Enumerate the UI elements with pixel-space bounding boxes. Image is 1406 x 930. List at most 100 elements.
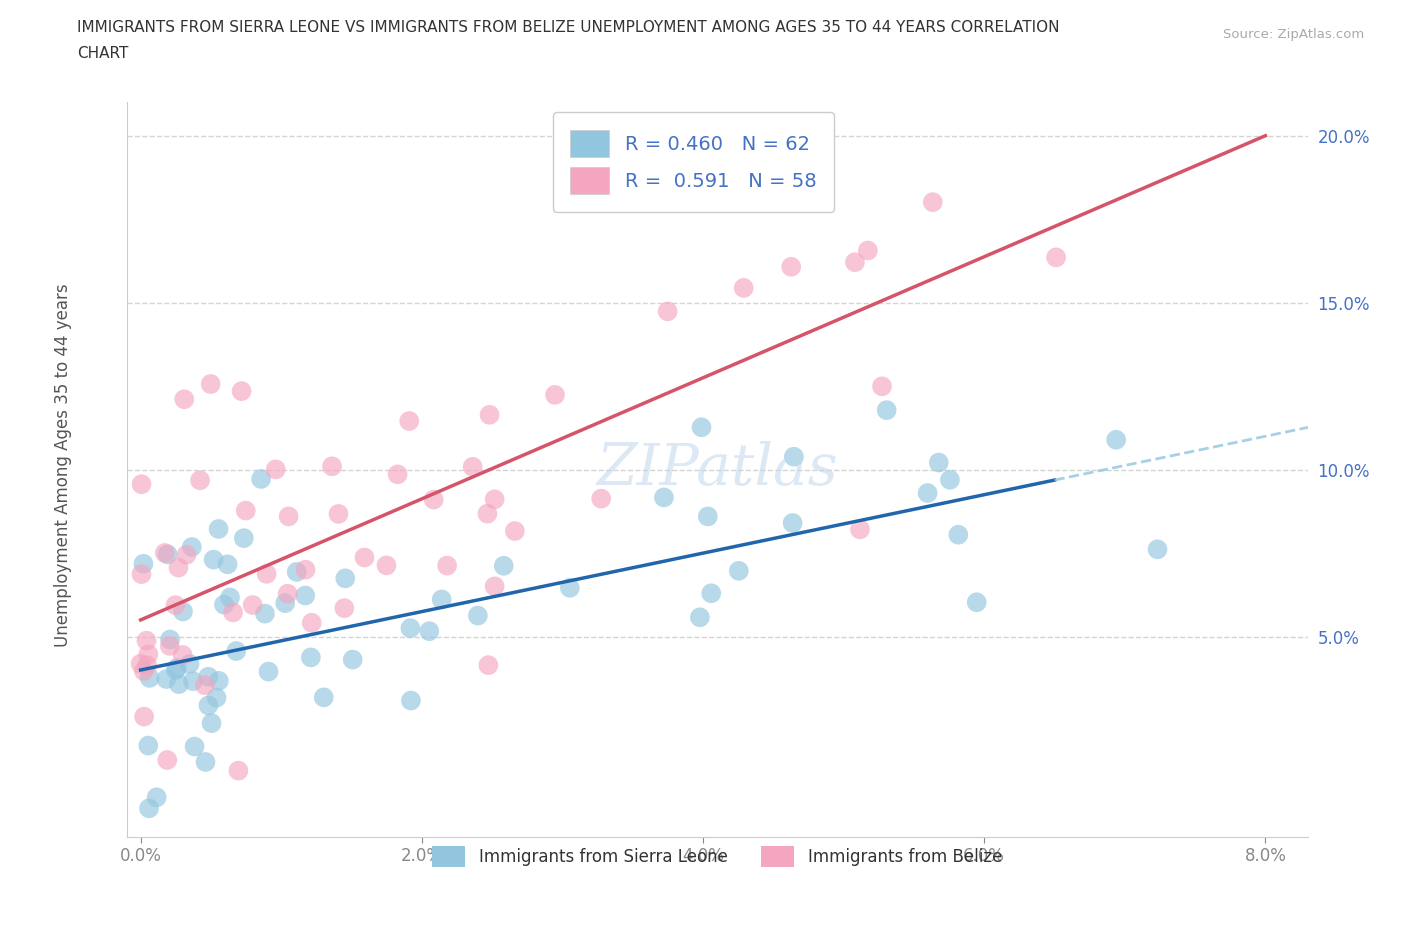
Point	[652, 490, 675, 505]
Point	[202, 552, 225, 567]
Point	[197, 670, 219, 684]
Point	[399, 693, 422, 708]
Point	[312, 690, 335, 705]
Point	[235, 503, 257, 518]
Point	[689, 610, 711, 625]
Point	[844, 255, 866, 270]
Point	[591, 491, 613, 506]
Point	[138, 801, 160, 816]
Point	[205, 690, 228, 705]
Point	[232, 531, 254, 546]
Point	[179, 657, 201, 671]
Text: IMMIGRANTS FROM SIERRA LEONE VS IMMIGRANTS FROM BELIZE UNEMPLOYMENT AMONG AGES 3: IMMIGRANTS FROM SIERRA LEONE VS IMMIGRAN…	[77, 20, 1060, 35]
Point	[129, 657, 152, 671]
Point	[856, 243, 879, 258]
Point	[277, 586, 299, 601]
Text: Source: ZipAtlas.com: Source: ZipAtlas.com	[1223, 28, 1364, 41]
Point	[231, 384, 253, 399]
Point	[418, 624, 440, 639]
Text: ZIPatlas: ZIPatlas	[596, 442, 838, 498]
Point	[690, 419, 713, 434]
Point	[138, 647, 160, 662]
Point	[200, 377, 222, 392]
Point	[165, 662, 187, 677]
Point	[917, 485, 939, 500]
Point	[132, 663, 155, 678]
Point	[948, 527, 970, 542]
Point	[876, 403, 898, 418]
Point	[131, 477, 153, 492]
Point	[484, 492, 506, 507]
Point	[145, 790, 167, 804]
Point	[253, 606, 276, 621]
Point	[782, 515, 804, 530]
Point	[132, 556, 155, 571]
Point	[477, 506, 499, 521]
Point	[422, 492, 444, 507]
Point	[242, 598, 264, 613]
Point	[436, 558, 458, 573]
Point	[173, 392, 195, 406]
Point	[212, 597, 235, 612]
Point	[194, 678, 217, 693]
Point	[849, 522, 872, 537]
Point	[966, 595, 988, 610]
Point	[1045, 250, 1067, 265]
Point	[153, 546, 176, 561]
Point	[131, 566, 153, 581]
Point	[228, 764, 250, 778]
Point	[467, 608, 489, 623]
Point	[159, 639, 181, 654]
Point	[167, 560, 190, 575]
Point	[135, 633, 157, 648]
Point	[921, 194, 943, 209]
Point	[132, 710, 155, 724]
Point	[727, 564, 749, 578]
Point	[274, 596, 297, 611]
Point	[167, 677, 190, 692]
Point	[165, 598, 187, 613]
Point	[294, 588, 316, 603]
Point	[342, 652, 364, 667]
Point	[136, 738, 159, 753]
Point	[928, 455, 950, 470]
Point	[188, 472, 211, 487]
Point	[939, 472, 962, 487]
Point	[138, 671, 160, 685]
Point	[176, 548, 198, 563]
Point	[217, 557, 239, 572]
Point	[1105, 432, 1128, 447]
Point	[399, 620, 422, 635]
Point	[430, 592, 453, 607]
Point	[264, 462, 287, 477]
Point	[328, 507, 350, 522]
Point	[207, 522, 229, 537]
Point	[492, 558, 515, 573]
Point	[558, 580, 581, 595]
Point	[172, 604, 194, 619]
Point	[503, 524, 526, 538]
Point	[257, 664, 280, 679]
Point	[250, 472, 273, 486]
Point	[780, 259, 803, 274]
Point	[870, 379, 893, 393]
Point	[156, 752, 179, 767]
Point	[398, 414, 420, 429]
Point	[733, 281, 755, 296]
Point	[299, 650, 322, 665]
Point	[335, 571, 357, 586]
Text: Unemployment Among Ages 35 to 44 years: Unemployment Among Ages 35 to 44 years	[55, 284, 72, 646]
Point	[166, 660, 188, 675]
Point	[696, 509, 718, 524]
Point	[136, 658, 159, 672]
Point	[172, 647, 194, 662]
Point	[200, 716, 222, 731]
Point	[155, 671, 177, 686]
Point	[285, 565, 308, 579]
Point	[159, 632, 181, 647]
Point	[222, 605, 245, 620]
Point	[225, 644, 247, 658]
Point	[194, 754, 217, 769]
Point	[256, 566, 278, 581]
Point	[321, 458, 343, 473]
